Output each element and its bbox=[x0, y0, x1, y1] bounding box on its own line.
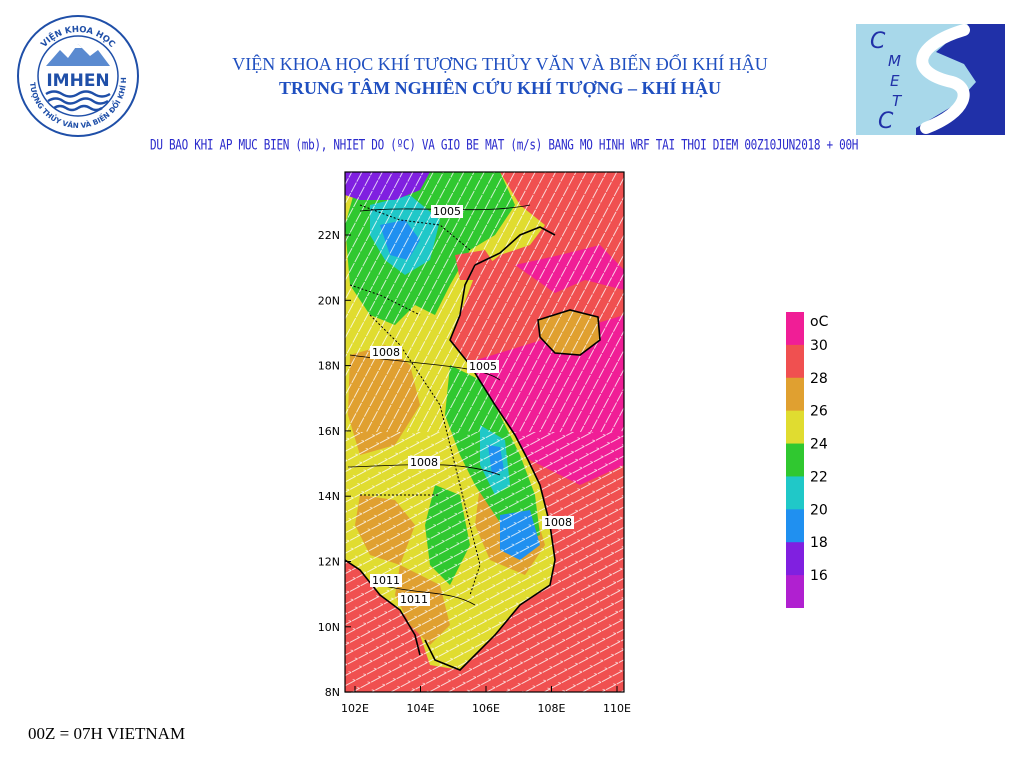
isobar-label-bg bbox=[370, 346, 402, 359]
legend-swatch bbox=[786, 476, 804, 510]
isobar-label-bg bbox=[467, 360, 499, 373]
lat-label: 12N bbox=[318, 556, 340, 569]
lon-label: 106E bbox=[472, 702, 500, 715]
temperature-legend: oC 30 28 26 24 22 20 18 16 bbox=[780, 312, 840, 609]
isobar-label: 1005 bbox=[469, 360, 497, 373]
lat-label: 16N bbox=[318, 425, 340, 438]
weather-map: 22N 20N 18N 16N 14N 12N 10N 8N 102E 104E 106E 108E… bbox=[300, 165, 640, 720]
lon-label: 110E bbox=[603, 702, 631, 715]
institute-title: VIỆN KHOA HỌC KHÍ TƯỢNG THỦY VĂN VÀ BIẾN… bbox=[232, 54, 768, 74]
isobar-label: 1011 bbox=[372, 574, 400, 587]
lon-label: 108E bbox=[538, 702, 566, 715]
lon-label: 102E bbox=[341, 702, 369, 715]
legend-level-label: 16 bbox=[810, 568, 828, 584]
lat-label: 20N bbox=[318, 294, 340, 307]
isobar-label: 1011 bbox=[400, 593, 428, 606]
legend-swatches bbox=[786, 312, 804, 609]
lat-label: 10N bbox=[318, 621, 340, 634]
legend-swatch bbox=[786, 377, 804, 412]
coastline bbox=[345, 226, 601, 671]
isobar-label-bg bbox=[398, 593, 430, 606]
center-title: TRUNG TÂM NGHIÊN CỨU KHÍ TƯỢNG – KHÍ HẬU bbox=[278, 78, 722, 98]
legend-swatch bbox=[786, 542, 804, 576]
isobar-label-bg bbox=[431, 205, 463, 218]
legend-level-label: 18 bbox=[810, 535, 828, 551]
cmetc-letter-c1: C bbox=[870, 29, 886, 54]
latitude-axis: 22N 20N 18N 16N 14N 12N 10N 8N bbox=[318, 229, 351, 699]
legend-level-label: 26 bbox=[810, 404, 828, 420]
lat-label: 8N bbox=[325, 686, 340, 699]
longitude-axis: 102E 104E 106E 108E 110E bbox=[341, 686, 631, 715]
lon-label: 104E bbox=[407, 702, 435, 715]
legend-swatch bbox=[786, 443, 804, 477]
legend-labels: 30 28 26 24 22 20 18 16 bbox=[810, 338, 828, 584]
cmetc-letter-c2: C bbox=[878, 109, 894, 134]
timezone-note: 00Z = 07H VIETNAM bbox=[28, 724, 186, 743]
cmetc-logo: C M E T C bbox=[856, 24, 1005, 135]
legend-level-label: 22 bbox=[810, 469, 828, 485]
isobar-label-bg bbox=[408, 456, 440, 469]
legend-swatch bbox=[786, 344, 804, 379]
imhen-wordmark: IMHEN bbox=[46, 71, 109, 91]
forecast-caption: DU BAO KHI AP MUC BIEN (mb), NHIET DO (º… bbox=[150, 137, 859, 154]
legend-swatch bbox=[786, 312, 804, 346]
legend-swatch bbox=[786, 575, 804, 609]
lat-label: 22N bbox=[318, 229, 340, 242]
lat-label: 14N bbox=[318, 490, 340, 503]
isobar-label: 1008 bbox=[410, 456, 438, 469]
isobar-label: 1005 bbox=[433, 205, 461, 218]
isobar-label: 1008 bbox=[372, 346, 400, 359]
legend-level-label: 20 bbox=[810, 502, 828, 518]
lat-label: 18N bbox=[318, 360, 340, 373]
legend-level-label: 30 bbox=[810, 338, 828, 354]
cmetc-letter-t: T bbox=[892, 92, 903, 110]
imhen-logo: VIỆN KHOA HỌC KHÍ TƯỢNG THỦY VĂN VÀ BIẾN… bbox=[13, 7, 140, 138]
cmetc-letter-e: E bbox=[890, 72, 900, 90]
map-frame bbox=[344, 171, 625, 693]
borders bbox=[349, 204, 481, 596]
legend-level-label: 28 bbox=[810, 371, 828, 387]
legend-swatch bbox=[786, 410, 804, 445]
legend-unit: oC bbox=[810, 314, 829, 330]
isobar-label-bg bbox=[370, 574, 402, 587]
legend-swatch bbox=[786, 509, 804, 543]
wind-vectors bbox=[345, 172, 624, 692]
legend-level-label: 24 bbox=[810, 437, 828, 453]
isobar-label-bg bbox=[542, 516, 574, 529]
isobar-label: 1008 bbox=[544, 516, 572, 529]
cmetc-letter-m: M bbox=[888, 52, 901, 70]
